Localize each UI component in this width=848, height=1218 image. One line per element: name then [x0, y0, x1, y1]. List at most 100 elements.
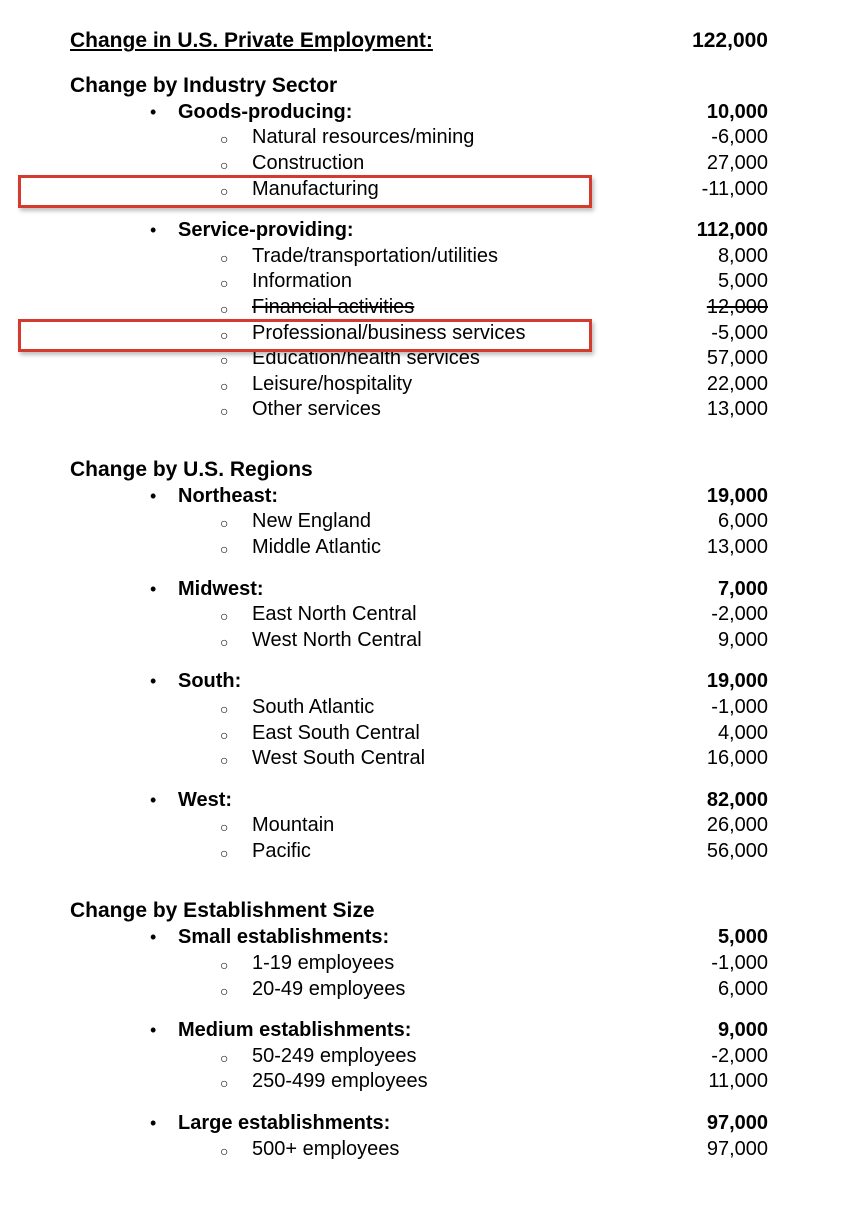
- bullet-dot-icon: •: [150, 487, 178, 505]
- item-label: Manufacturing: [252, 177, 379, 203]
- group-label: Goods-producing:: [178, 100, 352, 126]
- report-total: 122,000: [692, 28, 768, 55]
- bullet-circle-icon: ○: [220, 352, 252, 370]
- item-label: 1-19 employees: [252, 951, 394, 977]
- item-label: New England: [252, 509, 371, 535]
- item-value: 6,000: [718, 509, 768, 535]
- bullet-circle-icon: ○: [220, 275, 252, 293]
- group: •Medium establishments:9,000 ○50-249 empl…: [70, 1018, 768, 1095]
- spacer: [70, 423, 768, 439]
- group-label: Midwest:: [178, 577, 264, 603]
- item-value: 6,000: [718, 977, 768, 1003]
- item-label: Trade/transportation/utilities: [252, 244, 498, 270]
- item-label: East North Central: [252, 602, 417, 628]
- bullet-dot-icon: •: [150, 1021, 178, 1039]
- item-value: 27,000: [707, 151, 768, 177]
- item-value: 57,000: [707, 346, 768, 372]
- bullet-circle-icon: ○: [220, 301, 252, 319]
- item-row: ○East South Central4,000: [70, 721, 768, 747]
- bullet-circle-icon: ○: [220, 727, 252, 745]
- group-value: 82,000: [707, 788, 768, 814]
- group-value: 5,000: [718, 925, 768, 951]
- group: •Large establishments:97,000○500+ employ…: [70, 1111, 768, 1162]
- bullet-dot-icon: •: [150, 580, 178, 598]
- item-row: ○Natural resources/mining -6,000: [70, 125, 768, 151]
- item-row: ○New England6,000: [70, 509, 768, 535]
- item-row: ○Leisure/hospitality22,000: [70, 372, 768, 398]
- spacer: [70, 772, 768, 788]
- group-value: 19,000: [707, 484, 768, 510]
- item-label: Natural resources/mining: [252, 125, 474, 151]
- item-row: ○East North Central-2,000: [70, 602, 768, 628]
- item-label: West South Central: [252, 746, 425, 772]
- bullet-dot-icon: •: [150, 1114, 178, 1132]
- bullet-circle-icon: ○: [220, 1075, 252, 1093]
- group-value: 7,000: [718, 577, 768, 603]
- group-label: Service-providing:: [178, 218, 354, 244]
- bullet-circle-icon: ○: [220, 701, 252, 719]
- item-value: 22,000: [707, 372, 768, 398]
- bullet-circle-icon: ○: [220, 1050, 252, 1068]
- item-row: ○20-49 employees6,000: [70, 977, 768, 1003]
- group-value: 112,000: [697, 218, 768, 244]
- item-value: -11,000: [702, 177, 768, 203]
- item-label: West North Central: [252, 628, 422, 654]
- group-label: Northeast:: [178, 484, 278, 510]
- item-value: 13,000: [707, 397, 768, 423]
- group-row: •Medium establishments:9,000: [70, 1018, 768, 1044]
- item-value: -6,000: [711, 125, 768, 151]
- item-row: ○Pacific 56,000: [70, 839, 768, 865]
- spacer: [70, 653, 768, 669]
- item-value: 56,000: [707, 839, 768, 865]
- item-row: ○1-19 employees-1,000: [70, 951, 768, 977]
- item-label: South Atlantic: [252, 695, 374, 721]
- group-label: Large establishments:: [178, 1111, 390, 1137]
- bullet-circle-icon: ○: [220, 378, 252, 396]
- section-heading: Change by U.S. Regions: [70, 457, 768, 484]
- bullet-circle-icon: ○: [220, 250, 252, 268]
- bullet-dot-icon: •: [150, 928, 178, 946]
- item-row: ○Construction27,000: [70, 151, 768, 177]
- item-row: ○Other services13,000: [70, 397, 768, 423]
- group: •West:82,000○Mountain26,000○Pacific56,00…: [70, 788, 768, 865]
- group-label: West:: [178, 788, 232, 814]
- bullet-circle-icon: ○: [220, 819, 252, 837]
- bullet-dot-icon: •: [150, 103, 178, 121]
- item-row: ○Trade/transportation/utilities8,000: [70, 244, 768, 270]
- item-row: ○West North Central9,000: [70, 628, 768, 654]
- group-row: •Northeast: 19,000: [70, 484, 768, 510]
- bullet-circle-icon: ○: [220, 845, 252, 863]
- group: •Northeast:19,000○New England6,000○Middl…: [70, 484, 768, 561]
- group-row: •South:19,000: [70, 669, 768, 695]
- bullet-circle-icon: ○: [220, 752, 252, 770]
- prof-biz-svc-row: ○Professional/business services-5,000: [70, 321, 768, 347]
- item-label: Pacific: [252, 839, 311, 865]
- group-value: 10,000: [707, 100, 768, 126]
- bullet-circle-icon: ○: [220, 403, 252, 421]
- bullet-dot-icon: •: [150, 791, 178, 809]
- item-value: 16,000: [707, 746, 768, 772]
- item-label: Education/health services: [252, 346, 480, 372]
- item-label: Information: [252, 269, 352, 295]
- spacer: [70, 1095, 768, 1111]
- bullet-circle-icon: ○: [220, 327, 252, 345]
- group-value: 19,000: [707, 669, 768, 695]
- group-row: •Midwest: 7,000: [70, 577, 768, 603]
- item-row: ○West South Central 16,000: [70, 746, 768, 772]
- item-value: 13,000: [707, 535, 768, 561]
- item-label: Middle Atlantic: [252, 535, 381, 561]
- group-label: Medium establishments:: [178, 1018, 411, 1044]
- employment-report: Change in U.S. Private Employment 122,00…: [0, 28, 848, 1178]
- item-label: 50-249 employees: [252, 1044, 417, 1070]
- bullet-circle-icon: ○: [220, 634, 252, 652]
- manufacturing-row: ○Manufacturing-11,000: [70, 177, 768, 203]
- group-value: 97,000: [707, 1111, 768, 1137]
- report-title: Change in U.S. Private Employment: [70, 28, 433, 55]
- item-value: -1,000: [711, 695, 768, 721]
- item-value: 26,000: [707, 813, 768, 839]
- item-row: ○Mountain26,000: [70, 813, 768, 839]
- item-label: East South Central: [252, 721, 420, 747]
- bullet-circle-icon: ○: [220, 131, 252, 149]
- item-row: ○Information5,000: [70, 269, 768, 295]
- item-label: Financial activities: [252, 295, 414, 321]
